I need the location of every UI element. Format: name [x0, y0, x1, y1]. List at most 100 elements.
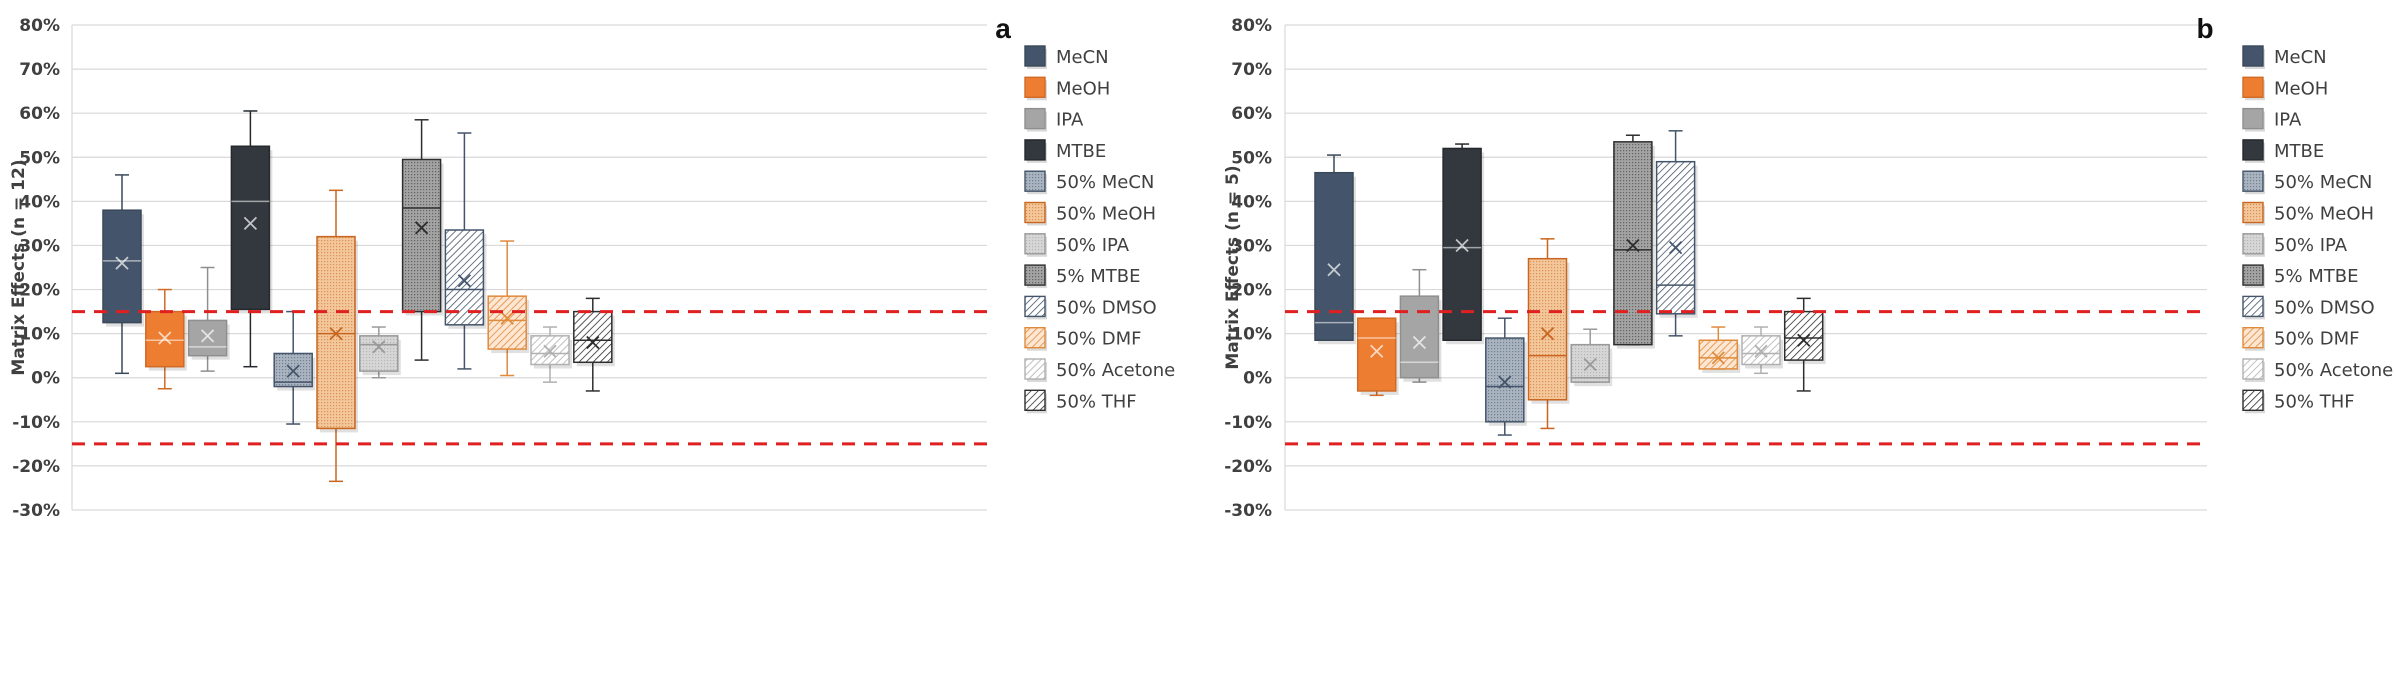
legend-swatch [1024, 264, 1046, 286]
mean-marker [543, 344, 557, 358]
y-tick-label: 20% [1231, 281, 1272, 301]
legend-swatch [1024, 327, 1046, 349]
legend-swatch [1024, 139, 1046, 161]
legend-swatch [2242, 327, 2264, 349]
legend-label: 50% THF [2274, 391, 2355, 412]
y-tick-label: -30% [1224, 501, 1272, 521]
box-iqr [1698, 339, 1739, 370]
legend-item: 50% IPA [1024, 233, 1130, 257]
box-50-ipa [359, 326, 401, 379]
box-50-dmf [487, 240, 530, 377]
legend-item: 50% MeOH [2242, 201, 2374, 226]
box-5-mtbe [401, 119, 444, 361]
y-tick-label: 50% [19, 148, 60, 168]
mean-marker [372, 340, 386, 354]
mean-marker [1370, 344, 1384, 358]
mean-marker [1412, 335, 1427, 350]
y-tick-label: -20% [12, 457, 60, 477]
legend-label: 50% DMSO [2274, 297, 2375, 318]
legend-item: 50% Acetone [2242, 358, 2393, 382]
mean-marker [1498, 375, 1512, 389]
legend-item: MeOH [1024, 76, 1110, 101]
legend-item: MeCN [1024, 45, 1109, 69]
panel-a: 80% 70% 60% 50% 40% 30% 20% 10% 0% -10% -20% -30% Ma… [9, 13, 1175, 521]
legend-label: 5% MTBE [1056, 266, 1141, 287]
y-tick-label: -20% [1224, 457, 1272, 477]
legend-swatch [2242, 76, 2264, 99]
legend-item: 50% THF [1024, 389, 1137, 414]
legend-swatch [2242, 233, 2264, 255]
mean-marker [586, 335, 600, 350]
box-mecn [102, 174, 144, 375]
mean-marker [1754, 344, 1768, 358]
box-iqr [187, 319, 228, 357]
legend-label: MeCN [2274, 47, 2327, 68]
legend-swatch [2242, 139, 2264, 161]
legend-label: 50% IPA [2274, 235, 2348, 256]
legend-label: 50% THF [1056, 391, 1137, 412]
y-tick-label: 60% [1231, 104, 1272, 124]
box-50-acetone [1741, 326, 1783, 375]
legend-item: IPA [2242, 107, 2302, 132]
legend-item: MeOH [2242, 76, 2328, 101]
legend-swatch [1024, 201, 1046, 224]
y-tick-label: -10% [1224, 413, 1272, 433]
y-tick-label: 40% [19, 192, 60, 212]
panel-label: a [995, 13, 1011, 44]
box-iqr [487, 295, 527, 350]
mean-marker [1711, 351, 1725, 365]
box-iqr [1783, 310, 1824, 361]
legend-item: MTBE [2242, 139, 2324, 163]
legend-label: IPA [1056, 110, 1084, 131]
legend-label: 50% MeCN [1056, 172, 1154, 193]
mean-marker [158, 331, 172, 345]
legend-item: 50% MeOH [1024, 201, 1156, 226]
legend-item: MTBE [1024, 139, 1106, 163]
mean-marker [1626, 238, 1640, 253]
legend-item: MeCN [2242, 45, 2327, 69]
y-tick-label: 40% [1231, 192, 1272, 212]
legend-swatch [1024, 358, 1046, 380]
mean-marker [1668, 241, 1683, 255]
legend-swatch [1024, 233, 1046, 255]
mean-marker [1455, 238, 1469, 253]
box-50-mecn [1485, 317, 1527, 436]
y-tick-label: 70% [1231, 60, 1272, 80]
y-tick-label: -10% [12, 413, 60, 433]
y-tick-label: 30% [1231, 236, 1272, 256]
box-iqr [1356, 317, 1397, 392]
mean-marker [243, 216, 258, 231]
legend-label: 50% DMF [1056, 329, 1141, 350]
y-tick-label: 60% [19, 104, 60, 124]
box-iqr [230, 145, 271, 311]
box-50-ipa [1570, 328, 1613, 387]
box-mtbe [1442, 143, 1485, 345]
y-tick-label: 70% [19, 60, 60, 80]
legend-item: 50% MeCN [2242, 170, 2372, 195]
legend-swatch [1024, 295, 1046, 318]
y-tick-label: 0% [31, 369, 60, 389]
box-ipa [1399, 268, 1442, 383]
legend-swatch [2242, 358, 2264, 380]
box-50-mecn [273, 310, 316, 425]
legend-swatch [2242, 295, 2264, 318]
y-tick-label: 30% [19, 236, 60, 256]
legend-label: 50% Acetone [2274, 360, 2393, 381]
legend-label: 50% DMF [2274, 329, 2359, 350]
box-meoh [145, 288, 187, 390]
box-50-dmf [1698, 326, 1741, 373]
mean-marker [1327, 263, 1341, 277]
legend-swatch [1024, 107, 1046, 130]
mean-marker [1540, 326, 1555, 341]
legend-label: IPA [2274, 110, 2302, 131]
box-iqr [444, 229, 485, 326]
box-iqr [573, 310, 613, 364]
legend-label: MeOH [1056, 78, 1110, 99]
legend-label: MTBE [2274, 141, 2324, 162]
mean-marker [414, 221, 429, 235]
legend-label: 50% MeCN [2274, 172, 2372, 193]
legend-swatch [1024, 170, 1046, 192]
legend-item: 50% DMF [2242, 327, 2359, 351]
box-iqr [359, 335, 399, 372]
legend-item: 50% DMF [1024, 327, 1141, 351]
